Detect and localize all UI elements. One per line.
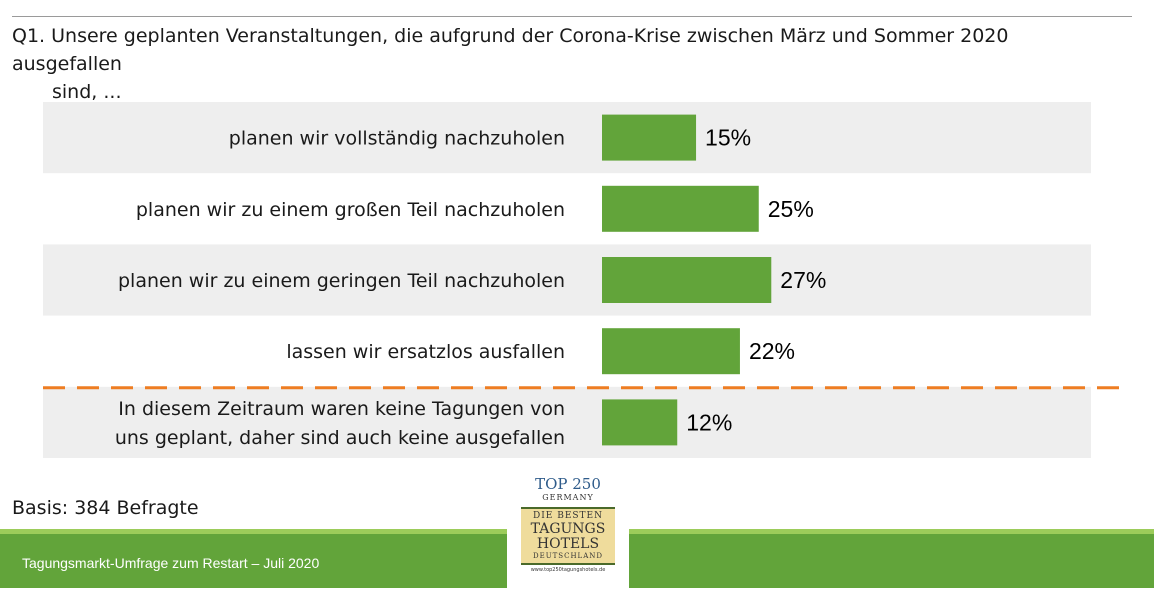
category-label: lassen wir ersatzlos ausfallen <box>286 341 565 363</box>
value-label: 25% <box>768 196 814 222</box>
category-label: uns geplant, daher sind auch keine ausge… <box>115 427 565 449</box>
category-label: planen wir zu einem großen Teil nachzuho… <box>136 199 565 221</box>
row-band <box>43 386 1091 458</box>
bar-chart: 15% planen wir vollständig nachzuholen 25%… <box>43 102 1121 458</box>
bar <box>602 328 740 375</box>
logo-badge: DIE BESTEN TAGUNGS HOTELS DEUTSCHLAND <box>521 507 615 565</box>
category-label: planen wir vollständig nachzuholen <box>229 128 565 150</box>
value-label: 15% <box>705 125 751 151</box>
question-line-1: Q1. Unsere geplanten Veranstaltungen, di… <box>12 25 1009 75</box>
bar <box>602 114 697 161</box>
logo-line-1: DIE BESTEN <box>533 511 603 521</box>
footer-text: Tagungsmarkt-Umfrage zum Restart – Juli … <box>22 555 320 571</box>
logo-line-4: DEUTSCHLAND <box>533 552 603 560</box>
logo-top: TOP 250 <box>535 475 601 493</box>
category-label: In diesem Zeitraum waren keine Tagungen … <box>118 398 565 420</box>
bar <box>602 257 772 303</box>
value-label: 12% <box>686 409 732 435</box>
value-label: 22% <box>749 338 795 364</box>
logo-url: www.top250tagungshotels.de <box>530 567 606 573</box>
top250-logo: TOP 250 GERMANY DIE BESTEN TAGUNGS HOTEL… <box>507 470 629 588</box>
question-line-2: sind, ... <box>52 81 122 103</box>
basis-note: Basis: 384 Befragte <box>12 497 199 519</box>
question-text: Q1. Unsere geplanten Veranstaltungen, di… <box>12 22 1112 106</box>
bar <box>602 185 759 232</box>
category-label: planen wir zu einem geringen Teil nachzu… <box>118 270 565 292</box>
top-divider <box>12 16 1132 17</box>
bar <box>602 399 678 446</box>
value-label: 27% <box>780 267 826 293</box>
logo-line-3: HOTELS <box>536 536 600 552</box>
logo-line-2: TAGUNGS <box>530 521 606 537</box>
row-band <box>43 244 1091 316</box>
row-band <box>43 102 1091 174</box>
logo-germany: GERMANY <box>542 493 594 502</box>
